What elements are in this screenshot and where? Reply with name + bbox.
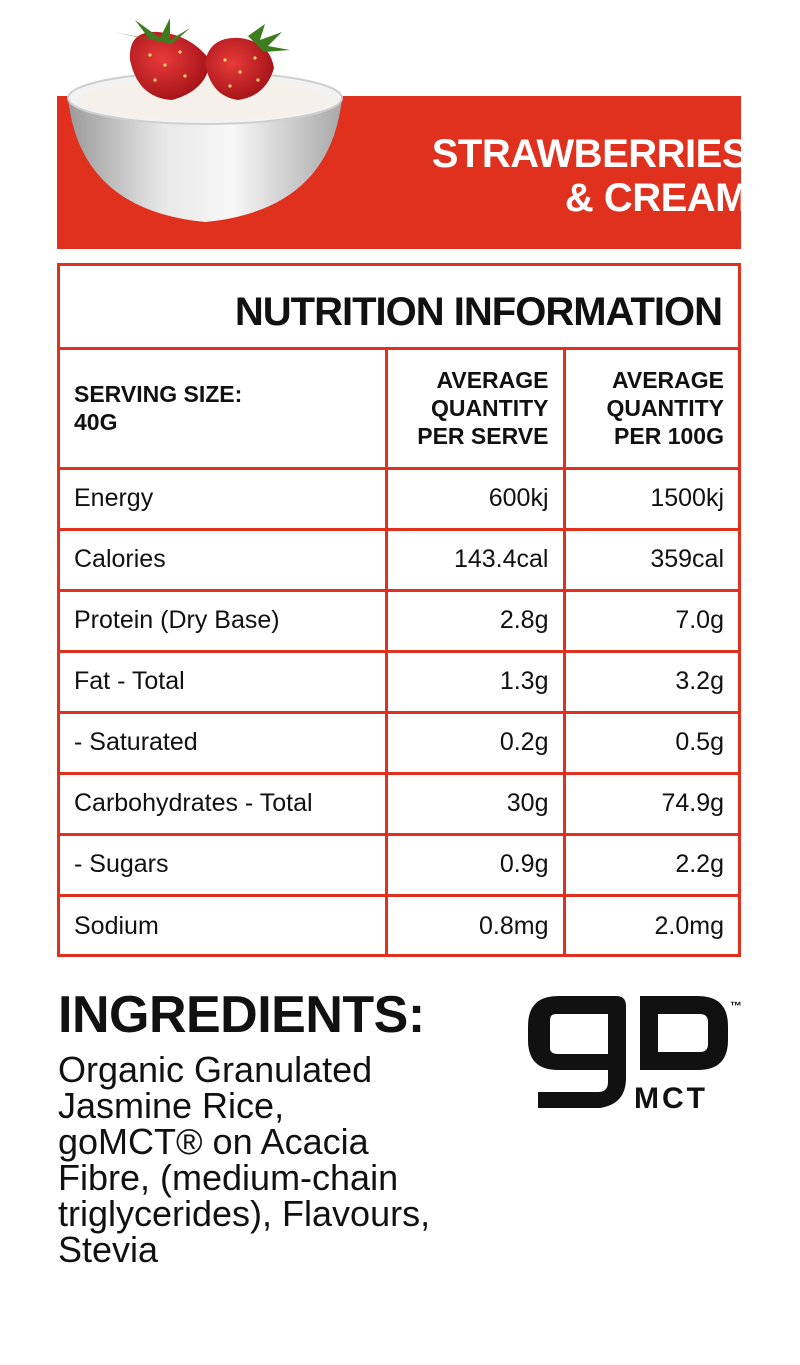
- logo-tm: ™: [730, 999, 742, 1013]
- per-100g-header-line: QUANTITY: [606, 395, 724, 422]
- per-serve-value: 0.2g: [386, 712, 566, 775]
- nutrition-title: NUTRITION INFORMATION: [60, 266, 738, 350]
- per-serve-header-line: PER SERVE: [417, 423, 549, 450]
- ingredients-line: triglycerides), Flavours,: [58, 1193, 431, 1234]
- table-row: Sodium 0.8mg 2.0mg: [60, 895, 738, 956]
- logo-mct: MCT: [634, 1082, 708, 1114]
- serving-size-header: SERVING SIZE: 40G: [60, 350, 388, 470]
- ingredients-title: INGREDIENTS:: [58, 986, 425, 1044]
- per-serve-header-line: QUANTITY: [430, 395, 549, 422]
- per-100g-value: 3.2g: [564, 651, 738, 714]
- table-row: - Sugars 0.9g 2.2g: [60, 834, 738, 897]
- per-100g-header-line: PER 100G: [614, 423, 724, 450]
- per-serve-value: 143.4cal: [386, 529, 566, 592]
- per-100g-value: 2.0mg: [654, 911, 724, 940]
- nutrient-name: Calories: [60, 529, 388, 592]
- nutrient-name: Carbohydrates - Total: [60, 773, 388, 836]
- ingredients-line: Jasmine Rice,: [58, 1085, 285, 1126]
- strawberry-bowl-image: [67, 18, 343, 222]
- per-100g-value: 2.2g: [564, 834, 738, 897]
- per-100g-header: AVERAGE QUANTITY PER 100G: [564, 350, 738, 470]
- table-row: Protein (Dry Base) 2.8g 7.0g: [60, 590, 738, 653]
- per-100g-value: 7.0g: [564, 590, 738, 653]
- per-serve-value: 0.8mg: [386, 895, 566, 956]
- per-serve-value: 1.3g: [386, 651, 566, 714]
- per-serve-value: 0.9g: [386, 834, 566, 897]
- flavor-title: STRAWBERRIES & CREAM: [431, 132, 749, 220]
- nutrition-table: SERVING SIZE: 40G AVERAGE QUANTITY PER S…: [60, 350, 738, 956]
- per-100g-value: 74.9g: [564, 773, 738, 836]
- nutrient-name: - Saturated: [60, 712, 388, 775]
- per-serve-value: 30g: [386, 773, 566, 836]
- nutrient-name: Fat - Total: [60, 651, 388, 714]
- table-row: Carbohydrates - Total 30g 74.9g: [60, 773, 738, 836]
- ingredients-line: Stevia: [58, 1229, 159, 1270]
- nutrient-name: - Sugars: [60, 834, 388, 897]
- per-100g-value: 359cal: [564, 529, 738, 592]
- gomct-logo: ™ MCT: [528, 996, 742, 1114]
- table-row: Energy 600kj 1500kj: [60, 468, 738, 531]
- serving-size-label: SERVING SIZE:: [74, 381, 243, 408]
- nutrient-name: Energy: [60, 468, 388, 531]
- ingredients-text: Organic Granulated Jasmine Rice, goMCT® …: [58, 1052, 478, 1268]
- per-serve-value: 600kj: [386, 468, 566, 531]
- table-row: Calories 143.4cal 359cal: [60, 529, 738, 592]
- flavor-line-1: STRAWBERRIES: [431, 132, 749, 176]
- per-serve-value: 2.8g: [386, 590, 566, 653]
- ingredients-line: Organic Granulated: [58, 1049, 373, 1090]
- nutrient-name: Sodium: [60, 895, 388, 956]
- per-serve-header-line: AVERAGE: [436, 367, 549, 394]
- table-row: - Saturated 0.2g 0.5g: [60, 712, 738, 775]
- nutrition-panel: NUTRITION INFORMATION SERVING SIZE: 40G …: [57, 263, 741, 957]
- per-100g-header-line: AVERAGE: [611, 367, 724, 394]
- ingredients-line: goMCT® on Acacia: [58, 1121, 369, 1162]
- nutrient-name: Protein (Dry Base): [60, 590, 388, 653]
- per-100g-value: 0.5g: [564, 712, 738, 775]
- flavor-line-2: & CREAM: [564, 176, 749, 220]
- ingredients-line: Fibre, (medium-chain: [58, 1157, 399, 1198]
- per-serve-header: AVERAGE QUANTITY PER SERVE: [386, 350, 566, 470]
- table-header-row: SERVING SIZE: 40G AVERAGE QUANTITY PER S…: [60, 350, 738, 470]
- serving-size-value: 40G: [74, 409, 118, 436]
- per-100g-value: 1500kj: [564, 468, 738, 531]
- table-row: Fat - Total 1.3g 3.2g: [60, 651, 738, 714]
